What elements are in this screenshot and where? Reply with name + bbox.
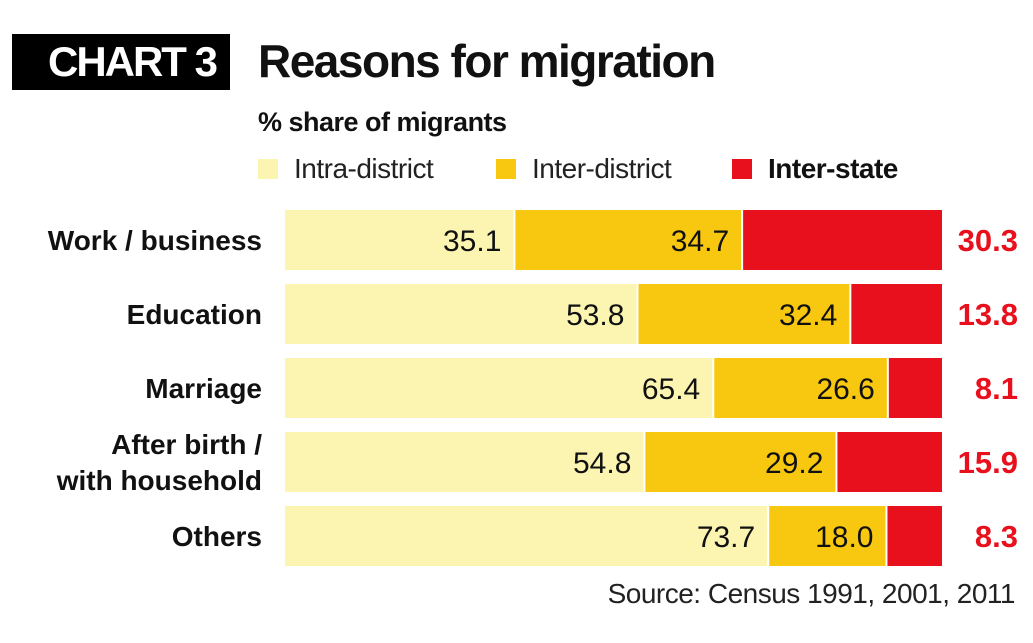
bar-intra-district-marriage	[285, 358, 713, 418]
category-label-education: Education	[127, 299, 262, 330]
bar-inter-state-after-birth-with-household	[837, 432, 942, 492]
category-label-line: with household	[56, 465, 262, 496]
legend-swatch-inter-state	[732, 159, 752, 179]
bar-intra-district-others	[285, 506, 768, 566]
value-label-inter-district-after-birth-with-household: 29.2	[765, 447, 823, 480]
legend-swatch-inter-district	[496, 159, 516, 179]
chart-source: Source: Census 1991, 2001, 2011	[607, 578, 1016, 609]
bar-inter-state-work-business	[743, 210, 942, 270]
bar-inter-state-marriage	[888, 358, 942, 418]
category-label-line: Others	[172, 521, 262, 552]
bar-intra-district-work-business	[285, 210, 514, 270]
chart-title: Reasons for migration	[258, 35, 716, 87]
value-label-intra-district-others: 73.7	[697, 521, 755, 554]
value-label-intra-district-marriage: 65.4	[642, 373, 700, 406]
value-label-inter-state-others: 8.3	[975, 519, 1018, 554]
bar-inter-district-marriage	[714, 358, 887, 418]
bar-inter-district-after-birth-with-household	[645, 432, 836, 492]
category-label-after-birth-with-household: After birth / with household	[56, 429, 263, 496]
value-label-intra-district-after-birth-with-household: 54.8	[573, 447, 631, 480]
bar-intra-district-education	[285, 284, 637, 344]
category-label-work-business: Work / business	[48, 225, 262, 256]
category-label-others: Others	[172, 521, 262, 552]
bar-inter-district-education	[638, 284, 850, 344]
value-label-inter-district-education: 32.4	[779, 299, 837, 332]
category-label-line: After birth /	[111, 429, 262, 460]
legend-label-inter-state: Inter-state	[768, 153, 898, 184]
bar-inter-district-work-business	[515, 210, 742, 270]
bar-inter-district-others	[769, 506, 886, 566]
legend-label-inter-district: Inter-district	[532, 153, 672, 184]
legend-item-intra-district: Intra-district	[258, 153, 496, 185]
chart-badge: CHART 3	[12, 34, 230, 90]
value-label-inter-state-work-business: 30.3	[958, 223, 1018, 258]
legend-item-inter-state: Inter-state	[732, 153, 898, 185]
legend-item-inter-district: Inter-district	[496, 153, 732, 185]
bar-inter-state-others	[887, 506, 942, 566]
bar-intra-district-after-birth-with-household	[285, 432, 644, 492]
value-label-intra-district-education: 53.8	[566, 299, 624, 332]
value-label-inter-state-after-birth-with-household: 15.9	[958, 445, 1018, 480]
value-label-inter-district-others: 18.0	[815, 521, 873, 554]
category-label-marriage: Marriage	[145, 373, 262, 404]
category-label-line: Work / business	[48, 225, 262, 256]
value-label-inter-district-work-business: 34.7	[671, 225, 729, 258]
legend-label-intra-district: Intra-district	[294, 153, 434, 184]
value-label-inter-state-marriage: 8.1	[975, 371, 1018, 406]
value-label-inter-district-marriage: 26.6	[816, 373, 874, 406]
bar-inter-state-education	[851, 284, 942, 344]
chart-legend: Intra-district Inter-district Inter-stat…	[258, 150, 924, 188]
value-label-inter-state-education: 13.8	[958, 297, 1018, 332]
category-label-line: Education	[127, 299, 262, 330]
category-label-line: Marriage	[145, 373, 262, 404]
chart-subtitle: % share of migrants	[258, 107, 507, 137]
legend-swatch-intra-district	[258, 159, 278, 179]
value-label-intra-district-work-business: 35.1	[443, 225, 501, 258]
